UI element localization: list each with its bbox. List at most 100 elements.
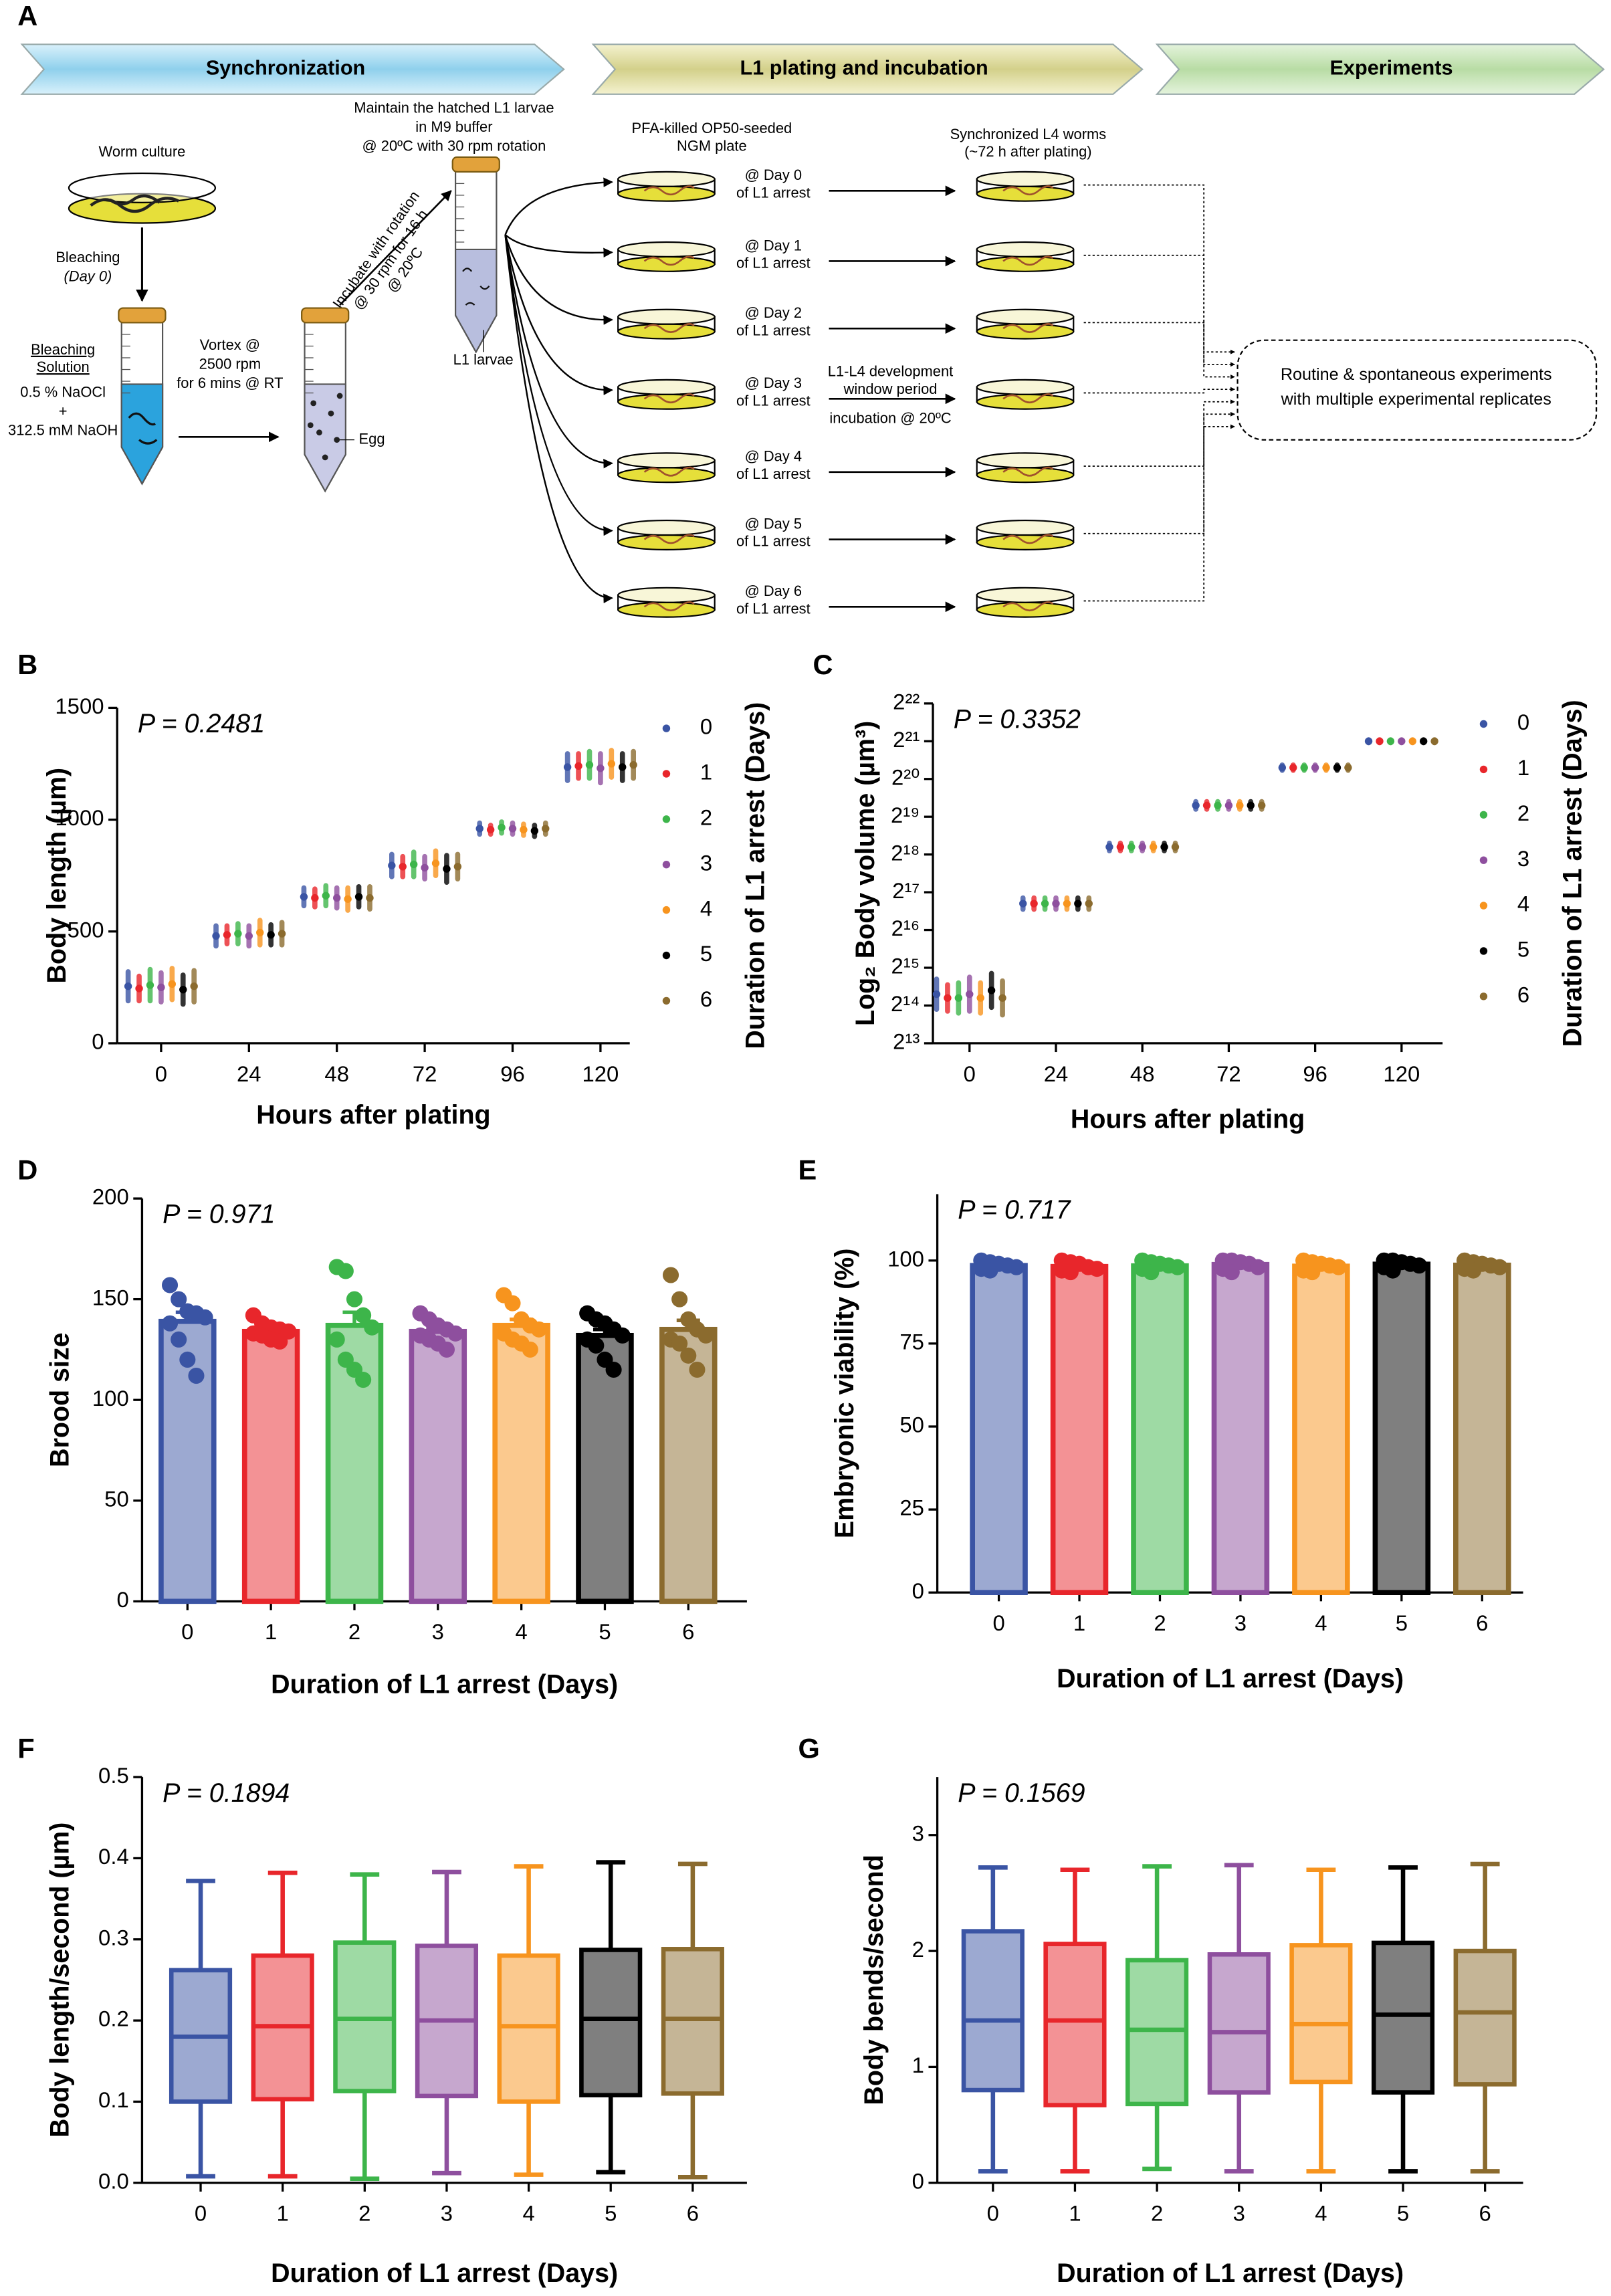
y-tick-label: 2¹³: [893, 1029, 920, 1054]
dish-rim: [976, 308, 1075, 325]
point: [409, 860, 418, 869]
x-tick-label: 2: [348, 1619, 360, 1644]
legend-marker: [1479, 947, 1488, 955]
tube-liquid: [454, 248, 498, 354]
point: [542, 825, 550, 833]
y-tick-label: 2¹⁸: [891, 840, 920, 865]
point: [179, 985, 187, 994]
point: [1322, 764, 1330, 772]
point: [146, 981, 154, 989]
dotted-connector: [1083, 411, 1235, 534]
x-tick-label: 3: [441, 2201, 453, 2226]
x-tick-label: 5: [1396, 1610, 1408, 1635]
legend-label: 4: [1517, 892, 1529, 916]
x-tick-label: 24: [237, 1061, 261, 1086]
x-tick-label: 0: [195, 2201, 207, 2226]
point: [344, 895, 352, 903]
curved-arrow: [504, 234, 613, 536]
diagram-text: @ Day 2: [745, 304, 802, 321]
point: [1364, 737, 1373, 745]
legend-label: 1: [1517, 755, 1529, 780]
y-tick-label: 25: [899, 1495, 924, 1520]
point: [256, 928, 264, 937]
egg: [307, 422, 314, 429]
point: [431, 859, 440, 867]
box: [1043, 1942, 1107, 2107]
point: [399, 863, 407, 871]
legend-label: 1: [700, 760, 712, 785]
point: [1304, 1264, 1321, 1281]
point: [1127, 843, 1136, 851]
x-axis-label: Duration of L1 arrest (Days): [271, 2259, 618, 2288]
legend-marker: [662, 906, 671, 914]
point: [976, 994, 984, 1002]
point: [498, 823, 506, 831]
dish-rim: [617, 241, 716, 257]
x-tick-label: 48: [324, 1061, 349, 1086]
y-tick-label: 1500: [55, 694, 104, 718]
curved-arrow: [504, 234, 613, 395]
legend-marker: [662, 770, 671, 778]
legend-marker: [1479, 902, 1488, 910]
dish-rim: [617, 171, 716, 187]
y-tick-label: 2¹⁹: [891, 803, 920, 827]
diagram-text: @ Day 0: [745, 167, 802, 183]
legend-label: 6: [1517, 982, 1529, 1007]
legend-label: 6: [700, 986, 712, 1011]
x-tick-label: 4: [522, 2201, 534, 2226]
worm: [1002, 466, 1054, 477]
diagram-text: Maintain the hatched L1 larvae: [354, 99, 554, 116]
y-tick-label: 2¹⁴: [891, 991, 920, 1016]
dish-rim: [976, 519, 1075, 536]
point: [574, 762, 582, 770]
legend-label: 2: [1517, 801, 1529, 825]
egg: [336, 393, 343, 399]
box: [661, 1947, 724, 2096]
point: [1247, 801, 1255, 809]
x-tick-label: 6: [1476, 1610, 1488, 1635]
x-tick-label: 5: [599, 1619, 611, 1644]
point: [1063, 900, 1071, 908]
y-tick-label: 2²¹: [893, 727, 920, 752]
bar: [1211, 1261, 1270, 1595]
x-tick-label: 3: [432, 1619, 444, 1644]
legend-marker: [662, 861, 671, 869]
diagram-text: of L1 arrest: [736, 255, 811, 272]
point: [1062, 1264, 1079, 1281]
diagram-text: Bleaching: [56, 249, 120, 266]
diagram-text: incubation @ 20ºC: [829, 410, 951, 427]
diagram-text: with multiple experimental replicates: [1281, 390, 1551, 409]
y-tick-label: 100: [887, 1246, 924, 1271]
curved-arrow: [504, 234, 613, 603]
egg: [322, 454, 328, 461]
y-tick-label: 0.3: [98, 1925, 129, 1950]
x-axis-label: Duration of L1 arrest (Days): [271, 1670, 618, 1699]
diagram-text: Routine & spontaneous experiments: [1281, 365, 1552, 384]
x-tick-label: 5: [1397, 2201, 1409, 2226]
point: [944, 994, 952, 1002]
x-tick-label: 2: [1151, 2201, 1163, 2226]
legend-marker: [662, 724, 671, 732]
y-tick-label: 2²²: [893, 690, 920, 714]
point: [1384, 1262, 1401, 1279]
point: [168, 980, 177, 988]
point: [346, 1291, 363, 1308]
point: [671, 1291, 688, 1308]
y-tick-label: 500: [68, 917, 104, 942]
point: [966, 990, 974, 999]
x-tick-label: 120: [582, 1061, 619, 1086]
point: [1430, 737, 1438, 745]
point: [530, 827, 539, 835]
point: [504, 1295, 521, 1312]
diagram-text: Worm culture: [99, 143, 186, 160]
diagram-text: +: [59, 403, 68, 419]
y-tick-label: 150: [92, 1285, 129, 1310]
point: [987, 986, 996, 995]
point: [438, 1341, 455, 1358]
x-tick-label: 0: [155, 1061, 167, 1086]
panel-label: C: [813, 649, 833, 680]
dish-rim: [617, 519, 716, 536]
point: [1311, 764, 1319, 772]
diagram-text: Solution: [37, 358, 90, 375]
